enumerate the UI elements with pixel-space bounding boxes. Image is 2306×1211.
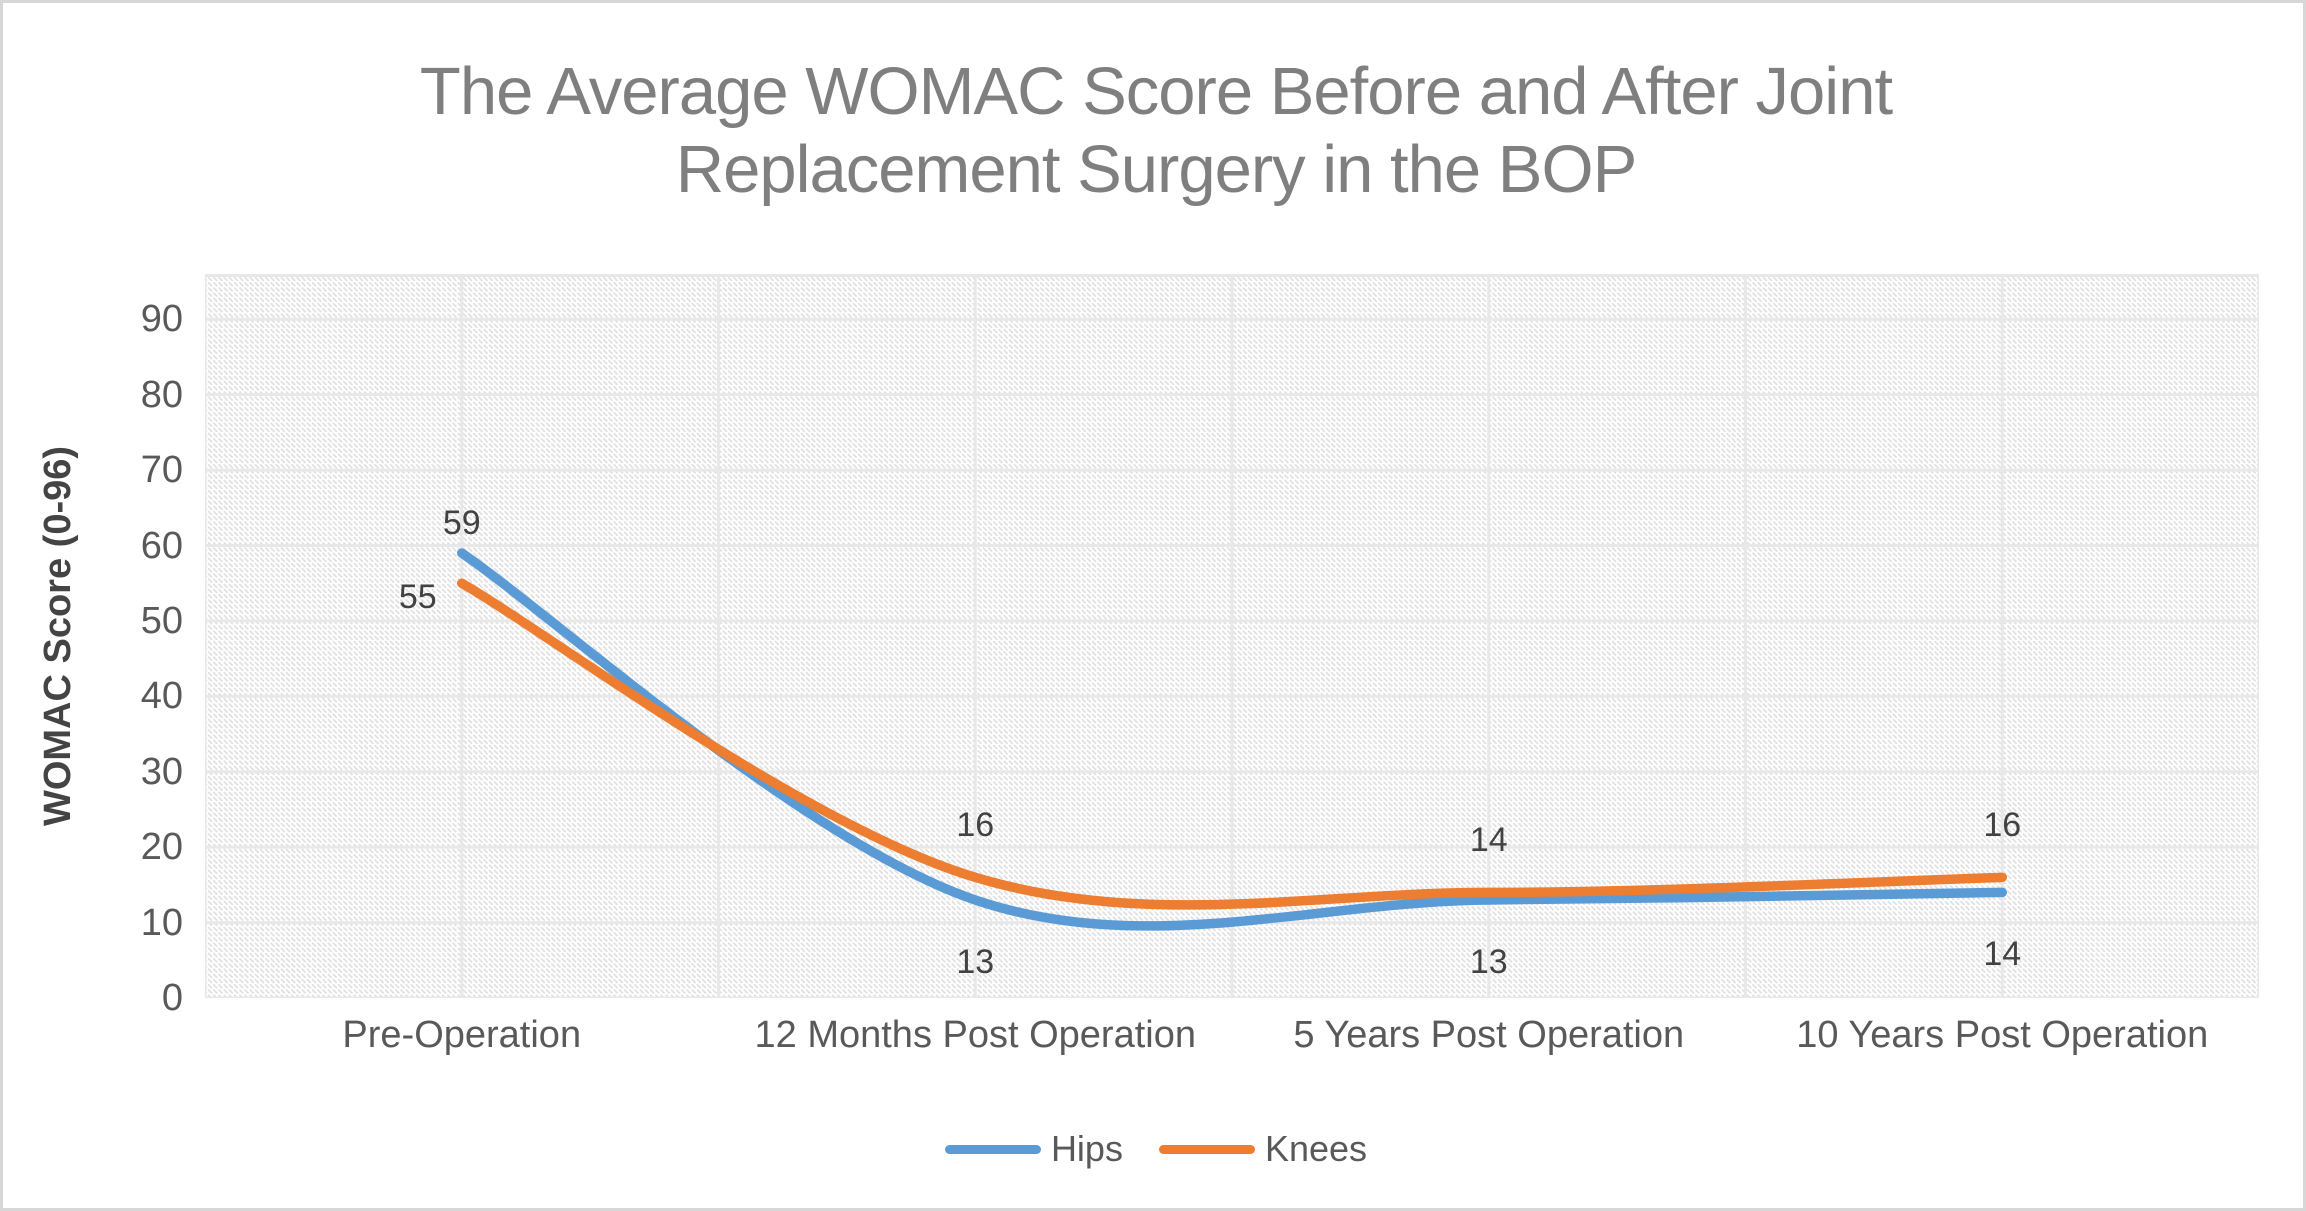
y-tick-label: 40	[140, 675, 183, 718]
legend-item-knees: Knees	[1158, 1125, 1368, 1173]
y-tick-label: 0	[161, 977, 183, 1019]
chart-title-line-1: The Average WOMAC Score Before and After…	[419, 54, 1893, 129]
chart-title: The Average WOMAC Score Before and After…	[3, 53, 2306, 209]
series-line-knees	[457, 578, 2007, 910]
legend-label: Hips	[1050, 1128, 1123, 1169]
y-tick-label: 90	[140, 298, 183, 341]
data-label-knees: 16	[956, 806, 995, 845]
x-axis-label: 5 Years Post Operation	[1293, 1014, 1685, 1056]
legend-swatch-knees	[1158, 1144, 1255, 1154]
legend-item-hips: Hips	[944, 1125, 1123, 1173]
legend: Hips Knees	[3, 1125, 2306, 1173]
chart-title-line-2: Replacement Surgery in the BOP	[675, 132, 1638, 207]
x-axis-label: 12 Months Post Operation	[754, 1014, 1196, 1056]
series-lines	[457, 548, 2007, 931]
x-axis-label: Pre-Operation	[342, 1014, 582, 1056]
plot-area	[205, 274, 2259, 998]
y-tick-label: 30	[140, 750, 183, 793]
data-label-hips: 13	[1469, 942, 1508, 981]
data-label-hips: 14	[1983, 935, 2022, 974]
data-label-knees: 16	[1983, 806, 2022, 845]
data-label-hips: 59	[442, 504, 481, 543]
x-axis-label: 10 Years Post Operation	[1796, 1014, 2209, 1056]
y-tick-label: 70	[140, 449, 183, 492]
y-tick-label: 60	[140, 524, 183, 567]
y-tick-label: 20	[140, 826, 183, 869]
y-tick-label: 50	[140, 599, 183, 642]
gridlines	[205, 274, 2259, 998]
line-chart-canvas	[205, 274, 2259, 998]
data-label-hips: 13	[956, 942, 995, 981]
y-tick-label: 10	[140, 901, 183, 944]
y-tick-label: 80	[140, 373, 183, 416]
legend-label: Knees	[1264, 1128, 1368, 1169]
data-label-knees: 55	[398, 578, 437, 617]
data-label-knees: 14	[1469, 821, 1508, 860]
legend-swatch-hips	[944, 1144, 1041, 1154]
